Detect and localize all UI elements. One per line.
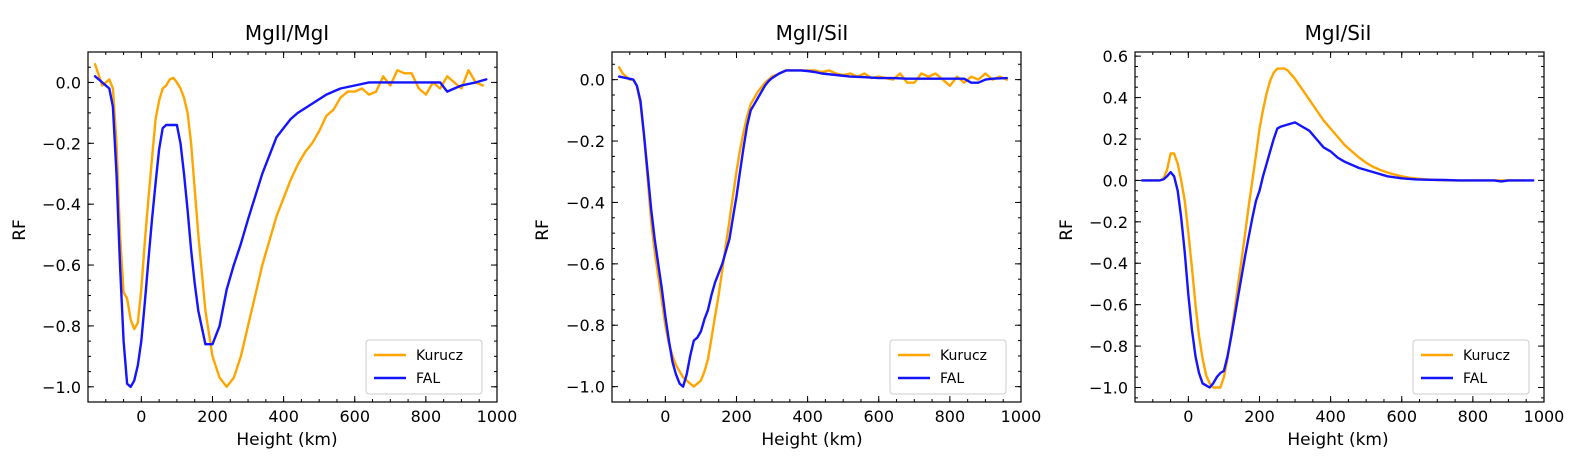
x-tick-label: 800 xyxy=(935,407,966,426)
x-axis-label: Height (km) xyxy=(236,430,337,450)
x-tick-label: 200 xyxy=(721,407,752,426)
y-tick-label: −0.8 xyxy=(1089,337,1128,356)
x-tick-label: 1000 xyxy=(1524,407,1565,426)
series-line-kurucz xyxy=(617,66,1008,388)
x-tick-label: 800 xyxy=(411,407,442,426)
y-tick-label: −0.2 xyxy=(566,132,605,151)
series-line-fal xyxy=(1140,121,1535,389)
y-tick-label: 0.0 xyxy=(580,71,605,90)
legend: Kurucz FAL xyxy=(889,339,1007,395)
legend-label-fal: FAL xyxy=(940,371,964,387)
series-line-fal xyxy=(617,69,1008,388)
x-tick-label: 200 xyxy=(1244,407,1275,426)
legend-label-fal: FAL xyxy=(416,371,440,387)
legend-box xyxy=(889,339,1007,395)
series-group xyxy=(617,66,1008,388)
legend-label-kurucz: Kurucz xyxy=(416,348,463,364)
series-line-fal xyxy=(93,75,488,388)
y-axis-label: RF xyxy=(1057,219,1077,241)
legend-box xyxy=(365,339,483,395)
legend: Kurucz FAL xyxy=(365,339,483,395)
x-tick-label: 0 xyxy=(660,407,670,426)
y-tick-label: −0.6 xyxy=(1089,296,1128,315)
subplot-title: MgII/SiI xyxy=(776,21,849,45)
x-tick-label: 0 xyxy=(136,407,146,426)
y-tick-label: −0.6 xyxy=(566,255,605,274)
y-tick-label: −0.2 xyxy=(42,134,81,153)
y-axis-label: RF xyxy=(533,219,553,241)
series-line-kurucz xyxy=(93,62,484,388)
subplot-title: MgII/MgI xyxy=(245,21,329,45)
y-tick-label: −0.4 xyxy=(42,195,81,214)
x-axis-label: Height (km) xyxy=(1287,430,1388,450)
y-tick-label: −0.6 xyxy=(42,256,81,275)
subplot-mgi-sii: MgI/SiI Height (km) RF 0 200 400 600 800 1000… xyxy=(1057,21,1564,450)
y-tick-label: −0.8 xyxy=(566,316,605,335)
x-tick-label: 200 xyxy=(197,407,228,426)
legend-box xyxy=(1412,339,1530,395)
series-group xyxy=(93,62,488,388)
tick-group: 0 200 400 600 800 1000 −1.0 −0.8 −0.6 −0.4 −0.2 0.0 xyxy=(42,51,518,426)
y-tick-label: −1.0 xyxy=(566,378,605,397)
y-axis-label: RF xyxy=(10,219,30,241)
series-line-kurucz xyxy=(1144,67,1528,389)
y-tick-label: −1.0 xyxy=(1089,379,1128,398)
legend-label-kurucz: Kurucz xyxy=(1463,348,1510,364)
x-tick-label: 600 xyxy=(1386,407,1417,426)
y-tick-label: −0.8 xyxy=(42,317,81,336)
tick-group: 0 200 400 600 800 1000 −1.0 −0.8 −0.6 −0.4 −0.2 0.0 xyxy=(566,52,1041,426)
legend: Kurucz FAL xyxy=(1412,339,1530,395)
tick-group: 0 200 400 600 800 1000 −1.0 −0.8 −0.6 −0.4 −0.2 0.0… xyxy=(1089,47,1564,426)
legend-label-fal: FAL xyxy=(1463,371,1487,387)
y-tick-label: 0.4 xyxy=(1103,89,1128,108)
x-tick-label: 600 xyxy=(339,407,370,426)
y-tick-label: 0.0 xyxy=(1103,171,1128,190)
subplot-mgii-sii: MgII/SiI Height (km) RF 0 200 400 600 800 100… xyxy=(533,21,1041,450)
x-tick-label: 0 xyxy=(1183,407,1193,426)
axes-frame xyxy=(87,51,498,403)
x-tick-label: 800 xyxy=(1458,407,1489,426)
y-tick-label: 0.0 xyxy=(56,73,81,92)
x-tick-label: 400 xyxy=(792,407,823,426)
y-tick-label: −0.4 xyxy=(1089,254,1128,273)
axes-frame xyxy=(611,51,1022,403)
y-tick-label: −0.2 xyxy=(1089,213,1128,232)
subplot-mgii-mgi: MgII/MgI Height (km) RF 0 200 400 600 800 100… xyxy=(10,21,517,450)
x-tick-label: 400 xyxy=(268,407,299,426)
x-axis-label: Height (km) xyxy=(761,430,862,450)
x-tick-label: 400 xyxy=(1315,407,1346,426)
series-group xyxy=(1140,67,1535,389)
y-tick-label: 0.6 xyxy=(1103,47,1128,66)
y-tick-label: −0.4 xyxy=(566,193,605,212)
y-tick-label: 0.2 xyxy=(1103,130,1128,149)
legend-label-kurucz: Kurucz xyxy=(940,348,987,364)
y-tick-label: −1.0 xyxy=(42,378,81,397)
x-tick-label: 1000 xyxy=(1001,407,1042,426)
x-tick-label: 1000 xyxy=(477,407,518,426)
subplot-title: MgI/SiI xyxy=(1305,21,1372,45)
x-tick-label: 600 xyxy=(863,407,894,426)
axes-frame xyxy=(1134,51,1545,403)
